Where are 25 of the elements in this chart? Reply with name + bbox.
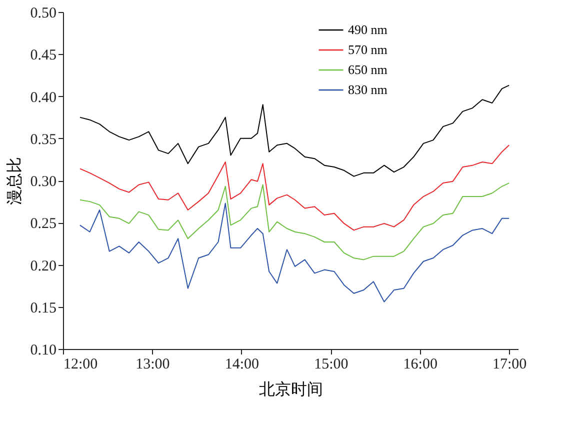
- legend-label: 490 nm: [348, 22, 388, 37]
- line-series: [79, 202, 510, 302]
- line-series: [79, 144, 510, 231]
- y-axis-title: 漫总比: [5, 157, 24, 205]
- y-tick-label: 0.15: [30, 300, 56, 316]
- x-tick-label: 14:00: [224, 356, 260, 372]
- x-tick-label: 13:00: [136, 356, 170, 372]
- y-tick-label: 0.35: [30, 132, 56, 148]
- x-tick-label: 16:00: [403, 356, 438, 372]
- legend-label: 650 nm: [348, 62, 388, 77]
- legend-label: 570 nm: [348, 42, 388, 57]
- line-series: [79, 182, 510, 260]
- y-tick-label: 0.50: [30, 6, 56, 22]
- y-tick-label: 0.30: [30, 174, 56, 190]
- line-series: [79, 84, 510, 177]
- y-tick-label: 0.10: [30, 342, 56, 358]
- y-tick-label: 0.40: [30, 90, 56, 106]
- y-tick-label: 0.45: [30, 48, 56, 64]
- legend-label: 830 nm: [348, 82, 388, 97]
- x-tick-label: 12:00: [64, 356, 98, 372]
- x-tick-label: 17:00: [492, 356, 527, 372]
- x-tick-label: 15:00: [314, 356, 348, 372]
- y-tick-label: 0.25: [30, 216, 56, 232]
- x-axis-title: 北京时间: [259, 380, 323, 398]
- y-tick-label: 0.20: [30, 258, 56, 274]
